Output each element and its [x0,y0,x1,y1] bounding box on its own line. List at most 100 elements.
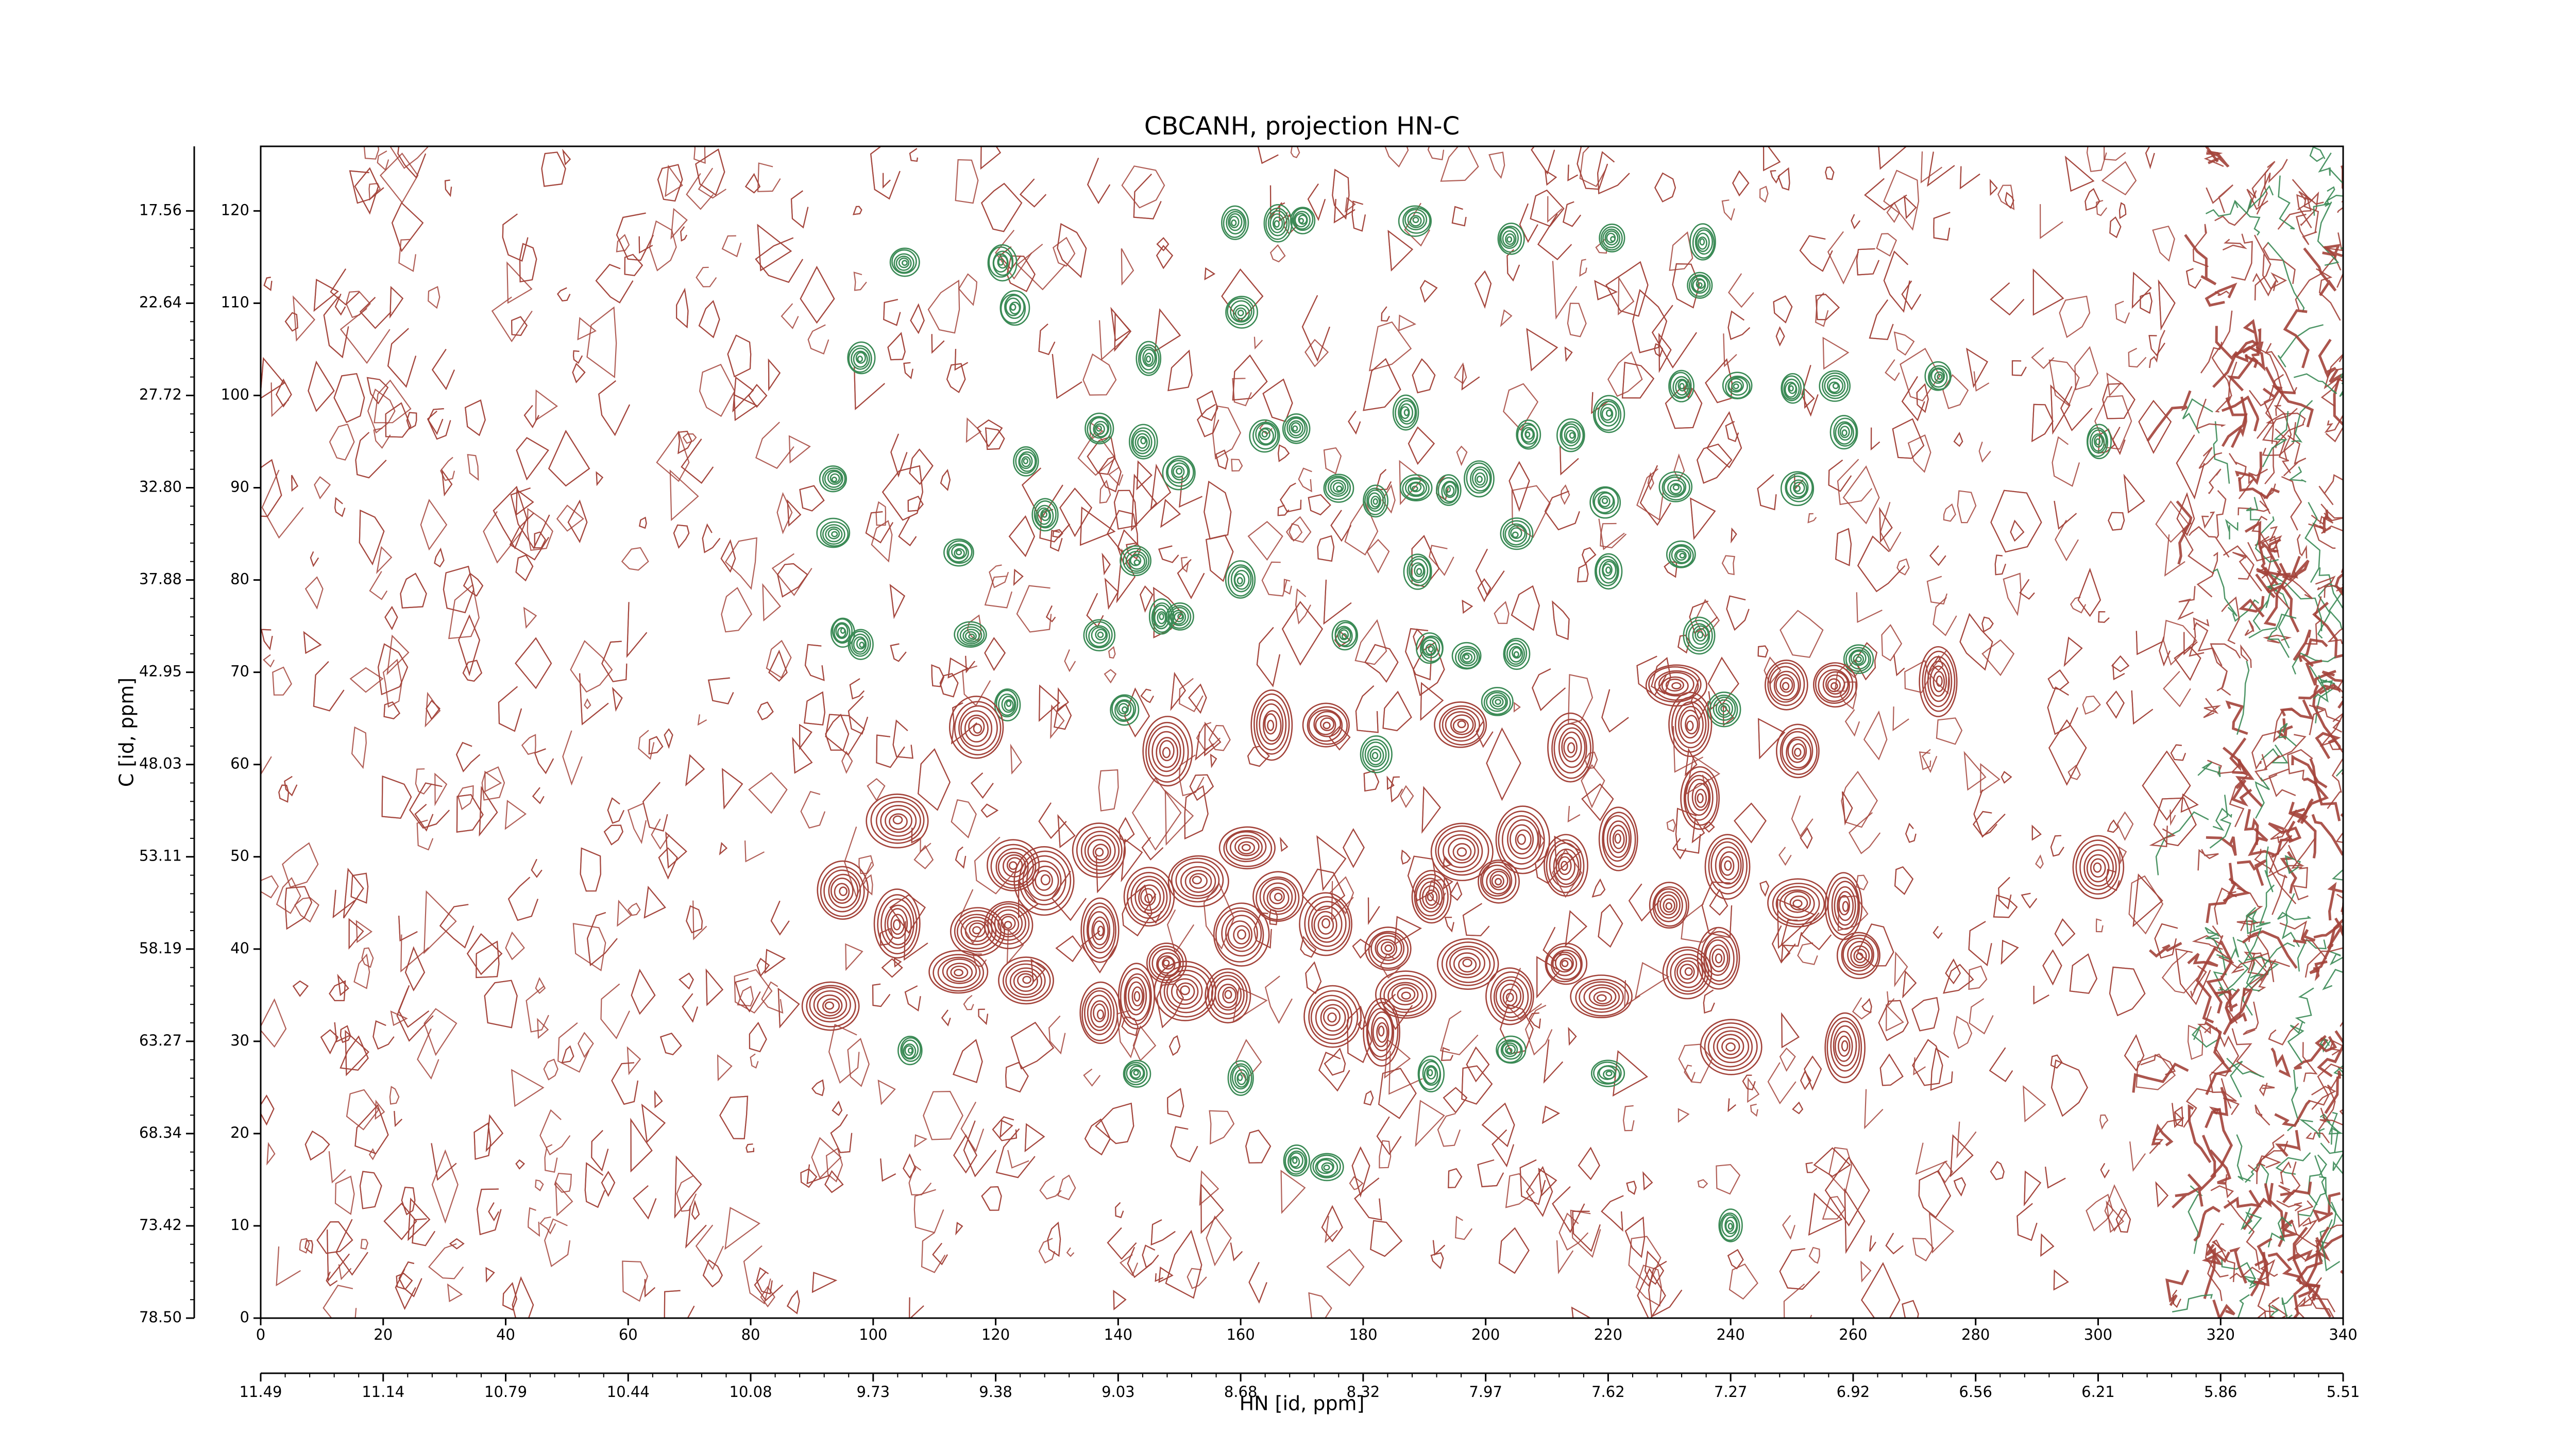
noise-contour [976,419,1003,448]
noise-contour [425,692,441,728]
edge-artefact [2216,937,2240,961]
noise-contour [804,644,825,681]
noise-contour [2055,519,2079,562]
contour-ring [1561,959,1569,967]
noise-contour [2180,793,2199,813]
noise-contour [2176,434,2205,500]
edge-artefact [2236,920,2265,942]
contour-ring [937,956,981,989]
contour-ring [1775,886,1820,922]
noise-contour [1280,482,1302,513]
contour-ring [1831,881,1859,930]
noise-contour [1526,328,1558,372]
noise-contour [562,148,571,166]
contour-ring [1449,948,1486,979]
noise-contour [1325,1216,1338,1243]
noise-contour [1394,916,1422,946]
contour-ring [1315,715,1336,735]
contour-ring [1233,925,1250,945]
edge-artefact [2378,194,2412,237]
contour-ring [859,642,865,648]
edge-artefact [2236,859,2267,886]
contour-ring [1471,468,1488,488]
noise-contour [1581,783,1614,821]
contour-ring [1715,846,1742,885]
noise-contour [1959,613,1993,671]
contour-ring [1129,1065,1144,1081]
contour-ring [1372,1017,1389,1048]
noise-contour [1348,411,1361,435]
edge-artefact [2216,670,2231,696]
noise-contour [882,173,891,189]
edge-artefact [2246,184,2274,213]
contour-ring [1450,714,1474,735]
edge-artefact [2267,852,2288,915]
edge-artefact [2265,583,2290,649]
noise-contour [2138,399,2172,454]
noise-contour [685,1205,707,1249]
noise-contour [1647,472,1654,491]
noise-contour [1420,682,1444,721]
noise-contour [1016,243,1066,291]
noise-contour [428,408,451,440]
edge-artefact [2367,401,2380,428]
contour-ring [1241,844,1251,851]
contour-ring [1072,822,1126,878]
contour-ring [1303,985,1362,1048]
edge-artefact [2262,242,2296,284]
contour-ring [1384,944,1393,952]
noise-contour [1013,568,1024,586]
noise-contour [692,900,707,940]
contour-ring [1128,553,1146,570]
contour-ring [856,638,866,650]
contour-ring [1122,706,1128,713]
edge-artefact [2291,1220,2329,1250]
edge-artefact [2328,950,2343,966]
edge-artefact [2307,1154,2327,1206]
noise-contour [633,1185,657,1220]
noise-contour [346,1089,379,1131]
contour-ring [1133,559,1140,566]
noise-contour [1531,146,1555,175]
edge-artefact [2277,324,2324,368]
contour-ring [1675,378,1689,396]
contour-ring [1083,902,1116,959]
contour-ring [1371,752,1379,760]
contour-ring [1853,949,1867,964]
noise-contour [313,661,345,712]
noise-contour [757,701,774,720]
edge-artefact [2281,476,2302,531]
edge-artefact [2246,170,2268,210]
contour-ring [1464,460,1495,498]
noise-contour [2045,1167,2066,1189]
noise-contour [1384,146,1409,168]
edge-artefact [2323,1215,2343,1250]
contour-ring [1516,419,1541,450]
noise-contour [1010,743,1022,775]
contour-ring [900,1037,922,1062]
noise-contour [420,498,448,551]
peak [1282,413,1311,444]
noise-contour [1437,1113,1461,1147]
noise-contour [1113,490,1138,530]
noise-contour [980,182,1023,232]
edge-artefact [2385,429,2411,476]
noise-contour [349,170,384,204]
contour-ring [813,990,848,1019]
noise-contour [1637,1268,1666,1318]
edge-artefact [2345,1207,2358,1226]
contour-ring [1013,970,1038,992]
noise-contour [1879,1053,1904,1086]
peak [1683,616,1716,655]
noise-contour [1140,585,1154,613]
noise-contour [1827,231,1859,285]
noise-contour [1980,763,2001,794]
noise-contour [1323,579,1352,625]
x-tick-label: 60 [619,1326,638,1343]
contour-ring [1331,620,1359,651]
noise-contour [465,399,486,436]
edge-artefact [2205,1021,2232,1096]
noise-contour [360,1239,368,1250]
edge-artefact [2345,377,2361,435]
noise-contour [790,190,809,229]
